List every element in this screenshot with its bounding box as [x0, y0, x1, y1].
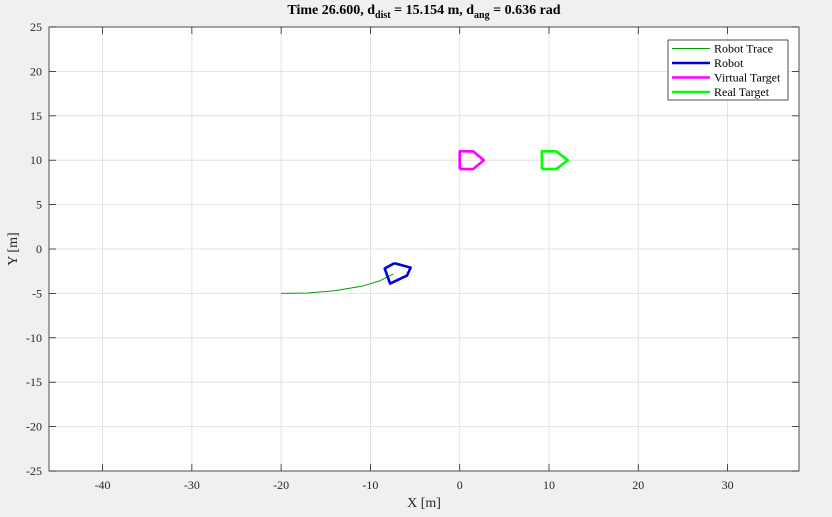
x-tick-label: -40 [95, 478, 111, 492]
y-tick-label: 5 [36, 198, 42, 212]
y-axis-label: Y [m] [6, 232, 21, 265]
y-tick-label: 15 [30, 109, 42, 123]
chart-title: Time 26.600, ddist = 15.154 m, dang = 0.… [287, 3, 560, 21]
x-tick-label: -30 [184, 478, 200, 492]
y-tick-label: -10 [26, 331, 42, 345]
title-suffix: = 0.636 rad [490, 3, 561, 18]
legend-label-real-target: Real Target [714, 85, 770, 99]
series-real-target [540, 150, 570, 171]
y-tick-label: -25 [26, 464, 42, 478]
title-prefix: Time 26.600, d [287, 3, 375, 18]
title-middle: = 15.154 m, d [391, 3, 475, 18]
x-tick-label: 0 [457, 478, 463, 492]
y-tick-label: 25 [30, 20, 42, 34]
series-robot-trace [281, 273, 394, 294]
tick-labels: -40 -30 -20 -10 0 10 20 30 25 20 15 10 5 0 -5 -10 -15 -20… [26, 20, 734, 492]
series-robot [383, 261, 412, 285]
legend-label-virtual-target: Virtual Target [714, 71, 781, 85]
x-tick-label: 10 [543, 478, 555, 492]
legend-label-robot: Robot [714, 56, 744, 70]
ticks [49, 26, 799, 472]
legend-box [667, 39, 789, 101]
x-axis-label: X [m] [407, 496, 441, 511]
data-series-group [281, 150, 570, 294]
y-tick-label: 0 [36, 242, 42, 256]
y-tick-label: -15 [26, 375, 42, 389]
y-tick-label: 10 [30, 153, 42, 167]
x-tick-label: 30 [722, 478, 734, 492]
y-tick-label: -20 [26, 420, 42, 434]
x-tick-label: 20 [632, 478, 644, 492]
y-tick-label: -5 [32, 286, 42, 300]
y-tick-label: 20 [30, 64, 42, 78]
series-virtual-target [458, 150, 486, 171]
legend-label-robot-trace: Robot Trace [714, 42, 773, 56]
x-tick-label: -10 [362, 478, 378, 492]
title-sub-ang: ang [474, 10, 490, 21]
x-tick-label: -20 [273, 478, 289, 492]
title-sub-dist: dist [375, 10, 391, 21]
